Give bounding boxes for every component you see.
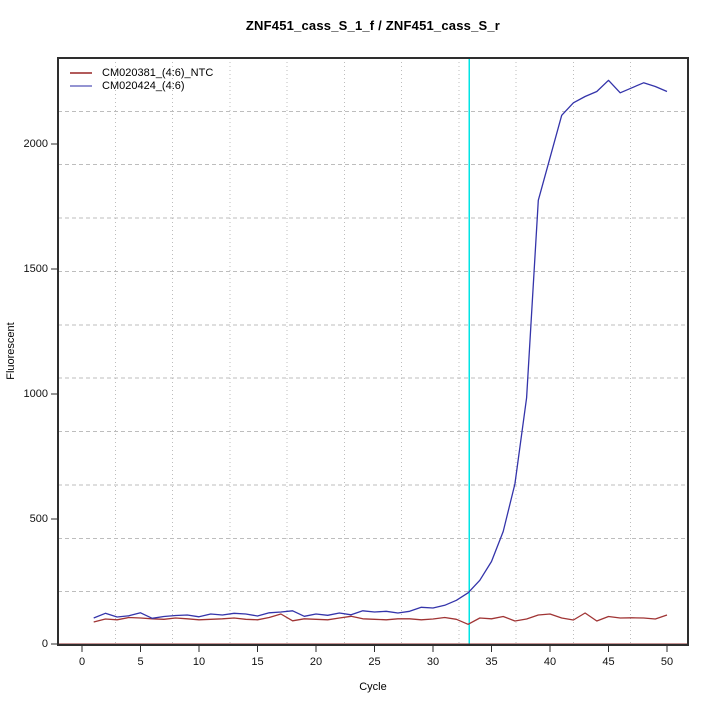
legend-line-swatch-blue	[70, 85, 92, 88]
y-tick-label: 500	[29, 512, 48, 525]
y-tick-label: 1500	[23, 262, 48, 275]
x-tick-label: 25	[368, 656, 381, 668]
x-tick-label: 15	[251, 656, 264, 668]
x-tick-label: 10	[192, 656, 206, 668]
x-tick-label: 40	[543, 656, 557, 668]
x-tick-label: 45	[602, 656, 615, 668]
y-tick-label: 0	[41, 637, 48, 650]
x-tick-label: 35	[485, 656, 498, 668]
ntc-curve	[93, 612, 668, 625]
legend: CM020381_(4:6)_NTC CM020424_(4:6)	[70, 66, 213, 93]
legend-label-sample: CM020424_(4:6)	[102, 80, 185, 93]
x-axis-label: Cycle	[359, 681, 387, 693]
plot-box	[57, 57, 689, 646]
legend-item-ntc: CM020381_(4:6)_NTC	[70, 66, 213, 80]
y-tick-label: 1000	[23, 387, 48, 400]
x-tick-label: 0	[78, 656, 86, 668]
x-tick-label: 30	[426, 656, 440, 668]
legend-line-swatch-red	[70, 71, 92, 74]
sample-curve	[93, 79, 668, 619]
y-tick-label: 2000	[23, 137, 48, 150]
legend-item-sample: CM020424_(4:6)	[70, 80, 213, 94]
x-tick-label: 50	[660, 656, 674, 668]
y-axis-label: Fluorescent	[5, 322, 17, 380]
x-tick-label: 5	[137, 656, 144, 668]
chart-title: ZNF451_cass_S_1_f / ZNF451_cass_S_r	[245, 18, 501, 33]
x-tick-label: 20	[309, 656, 323, 668]
legend-label-ntc: CM020381_(4:6)_NTC	[102, 66, 214, 79]
